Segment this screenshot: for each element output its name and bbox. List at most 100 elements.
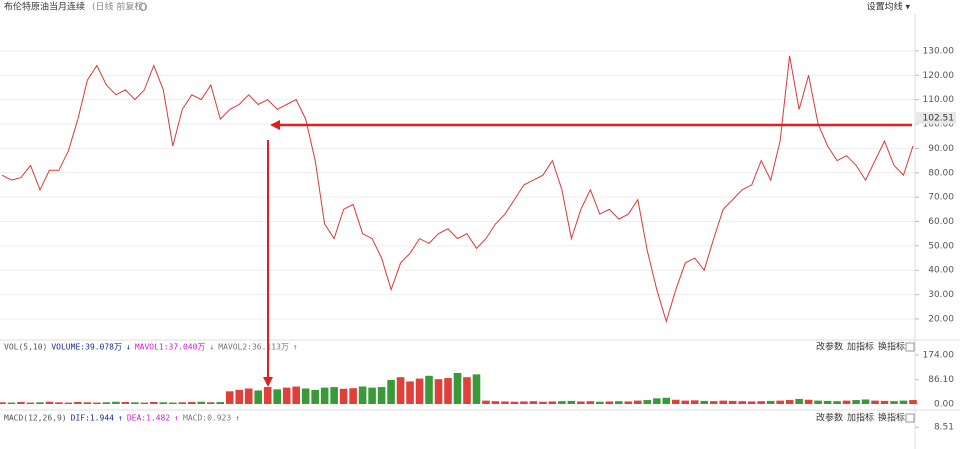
y-tick-label: 0.00 xyxy=(934,400,954,410)
volume-bar xyxy=(206,402,215,404)
volume-bar xyxy=(615,401,623,404)
volume-bar xyxy=(216,402,225,404)
volume-bar xyxy=(624,401,633,404)
close-button[interactable] xyxy=(905,413,915,423)
volume-bar xyxy=(804,399,813,404)
volume-bar xyxy=(235,389,244,404)
volume-bar xyxy=(577,401,585,404)
volume-bar xyxy=(909,400,917,404)
volume-bar xyxy=(719,400,728,404)
volume-bar xyxy=(785,400,794,404)
volume-bar xyxy=(501,401,509,404)
volume-bar xyxy=(368,387,376,404)
ma-menu[interactable]: 设置均线 ▾ xyxy=(867,1,911,13)
volume-bar xyxy=(776,400,784,404)
volume-bar xyxy=(444,378,452,404)
volume-bar xyxy=(358,386,367,404)
volume-bar xyxy=(169,402,177,404)
volume-bar xyxy=(150,402,158,404)
volume-bar xyxy=(558,401,566,404)
volume-bar xyxy=(377,387,386,404)
volume-bar xyxy=(823,400,832,404)
volume-bar xyxy=(567,400,576,404)
legend-item: MACD(12,26,9) xyxy=(4,414,67,423)
volume-bar xyxy=(491,401,500,404)
volume-bar xyxy=(652,398,661,404)
y-tick-label: 130.00 xyxy=(923,46,955,56)
indicator-button[interactable]: 换指标 xyxy=(878,412,905,424)
close-button[interactable] xyxy=(905,342,915,352)
legend-item: MAVOL1:37.040万 xyxy=(135,343,206,352)
indicator-button[interactable]: 改参数 xyxy=(816,341,843,353)
volume-bar xyxy=(643,400,652,404)
volume-bar xyxy=(709,401,718,404)
volume-bar xyxy=(263,387,272,404)
indicator-button[interactable]: 换指标 xyxy=(878,341,905,353)
indicator-button[interactable]: 改参数 xyxy=(816,412,843,424)
legend-item: VOL(5,10) xyxy=(4,343,47,352)
settings-icon[interactable] xyxy=(139,3,147,11)
y-tick-label: 8.51 xyxy=(934,423,954,433)
legend-item: ↑ xyxy=(293,343,298,352)
y-tick-label: 174.00 xyxy=(923,350,955,360)
volume-bar xyxy=(339,388,348,404)
volume-bar xyxy=(0,402,6,404)
volume-bar xyxy=(529,401,538,404)
volume-bar xyxy=(662,397,671,404)
volume-bar xyxy=(634,400,642,404)
volume-bar xyxy=(766,400,775,404)
volume-bar xyxy=(26,402,35,404)
volume-bar xyxy=(406,381,414,404)
y-tick-label: 100.00 xyxy=(923,120,955,130)
volume-bar xyxy=(396,377,405,404)
legend-item: DEA:1.482 xyxy=(127,414,171,423)
y-tick-label: 60.00 xyxy=(928,217,954,227)
volume-bar xyxy=(425,375,433,404)
last-price-label: 102.51 xyxy=(923,113,955,123)
volume-bar xyxy=(890,401,898,404)
volume-bar xyxy=(225,391,234,404)
volume-bar xyxy=(757,401,765,404)
indicator-button[interactable]: 加指标 xyxy=(847,341,874,353)
volume-bar xyxy=(700,400,709,404)
volume-bar xyxy=(814,400,822,404)
volume-bar xyxy=(690,400,699,404)
volume-bar xyxy=(64,402,73,404)
volume-bar xyxy=(45,401,54,404)
volume-bar xyxy=(482,400,490,404)
volume-bar xyxy=(539,401,547,404)
plots: 20.00 30.00 40.00 50.00 60.00 70.00 80.00 90.00… xyxy=(0,46,956,433)
volume-bar xyxy=(842,400,851,404)
volume-bar xyxy=(387,380,395,404)
volume-bar xyxy=(320,387,329,404)
volume-bar xyxy=(833,401,841,404)
volume-bar xyxy=(472,374,481,404)
legend-item: ↓ xyxy=(126,343,131,352)
arrow-head xyxy=(263,377,273,387)
volume-bar xyxy=(102,402,111,404)
volume-bar xyxy=(311,389,319,404)
volume-bar xyxy=(197,401,206,404)
volume-bar xyxy=(17,402,25,404)
y-tick-label: 30.00 xyxy=(928,290,954,300)
y-tick-label: 20.00 xyxy=(928,314,954,324)
volume-bar xyxy=(510,401,519,404)
volume-bar xyxy=(282,387,291,404)
volume-bar xyxy=(671,399,680,404)
volume-bar xyxy=(453,372,462,404)
volume-bar xyxy=(93,402,101,404)
legend-item: VOLUME:39.078万 xyxy=(51,343,122,352)
volume-bar xyxy=(861,399,870,404)
annotation xyxy=(263,120,912,387)
volume-bar xyxy=(121,402,130,404)
legend-item: ↓ xyxy=(209,343,214,352)
volume-bar xyxy=(852,400,860,404)
volume-bar xyxy=(254,390,263,404)
volume-bar xyxy=(349,388,357,404)
legend-item: ↑ xyxy=(174,414,179,423)
arrow-head xyxy=(270,120,280,130)
indicator-button[interactable]: 加指标 xyxy=(847,412,874,424)
price-line xyxy=(1,55,914,324)
legend-item: ↑ xyxy=(118,414,123,423)
